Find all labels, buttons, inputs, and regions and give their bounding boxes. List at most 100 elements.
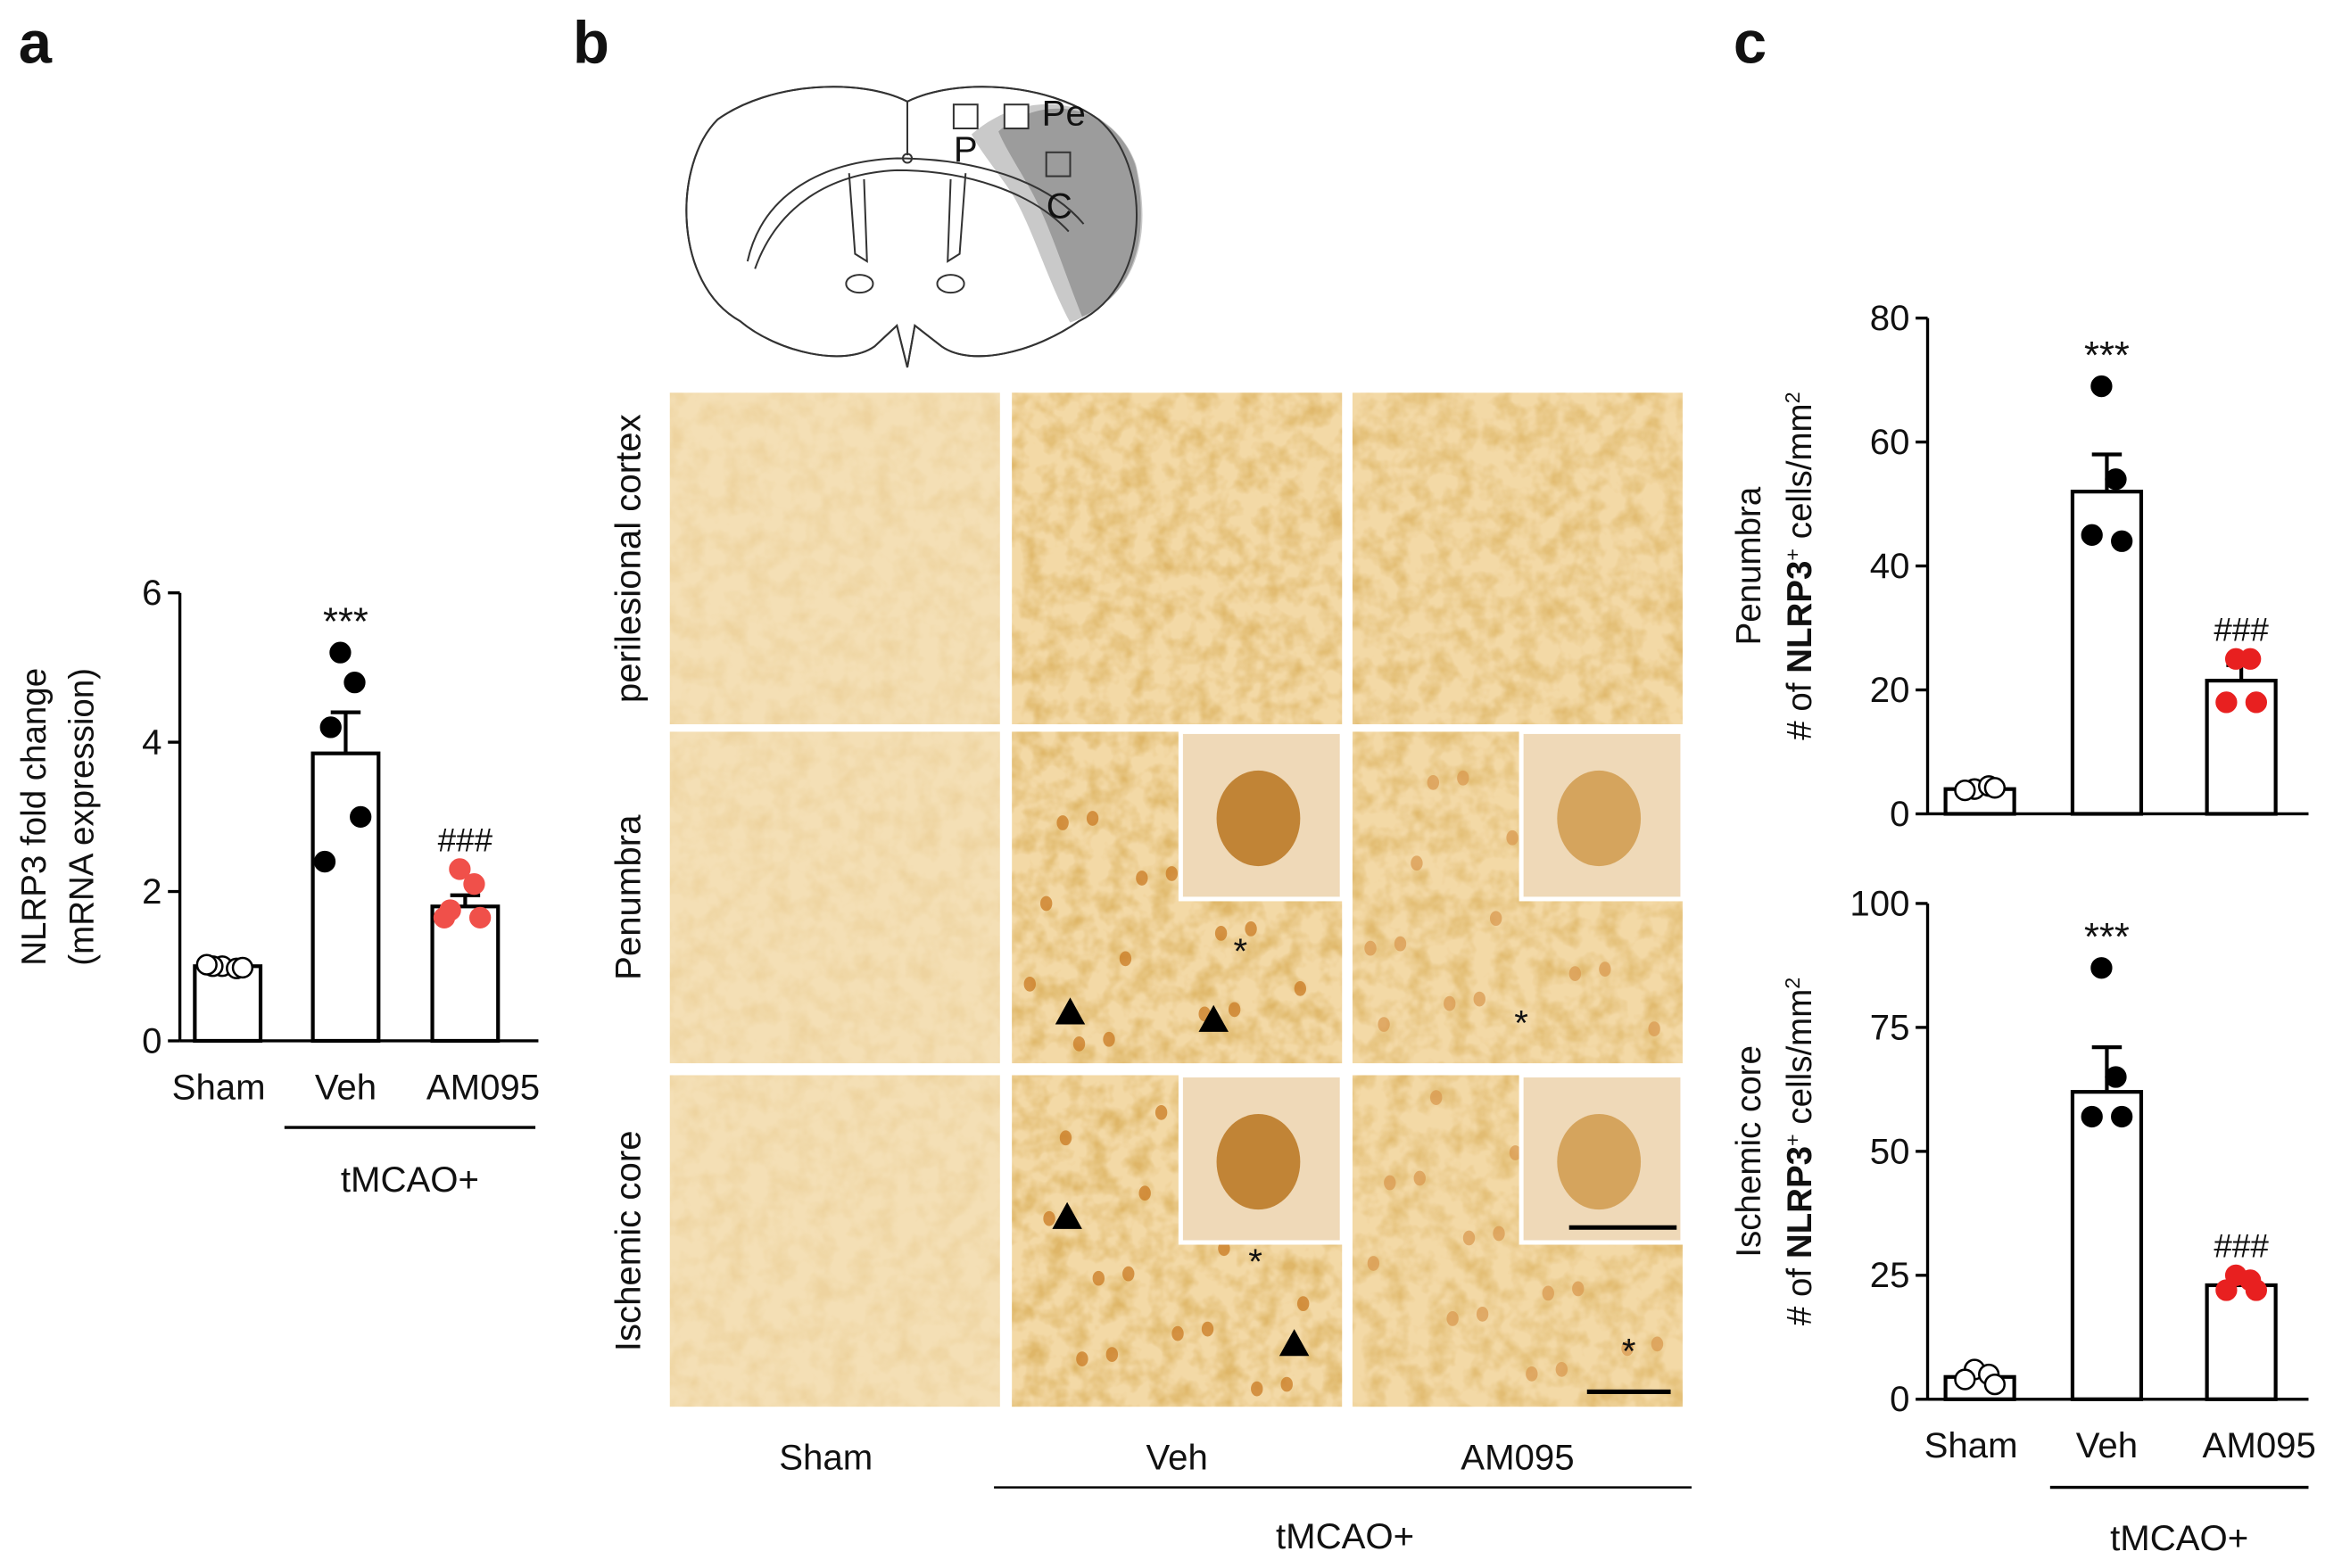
significance: *** (2084, 916, 2130, 959)
bar (2070, 1090, 2144, 1401)
bar (310, 751, 381, 1044)
stained-cell (1154, 1104, 1168, 1120)
stained-cell (1568, 966, 1582, 982)
data-point (2111, 530, 2133, 552)
bar (193, 964, 263, 1044)
micrograph-texture (1012, 392, 1343, 725)
stained-cell (1446, 1311, 1459, 1326)
y-tick-label: 50 (1870, 1131, 1910, 1171)
data-point (2090, 375, 2113, 398)
micrograph-texture (1352, 392, 1683, 725)
y-tick-label: 75 (1870, 1007, 1910, 1047)
y-axis-label-part: cells/mm (1781, 989, 1819, 1135)
stained-cell (1367, 1256, 1380, 1271)
cell-marker: * (1622, 1332, 1636, 1372)
data-point (231, 956, 254, 979)
data-point (2215, 1279, 2238, 1301)
stained-cell (1040, 895, 1053, 912)
stained-cell (1493, 1226, 1505, 1242)
arrowhead (1052, 1201, 1082, 1229)
stained-cell (1165, 866, 1179, 881)
significance: ### (2214, 1228, 2269, 1265)
inset-cell (1216, 1114, 1301, 1210)
y-axis-label-part: 2 (1781, 978, 1804, 989)
region-label: P (954, 129, 978, 169)
y-axis-label-part: + (1781, 549, 1804, 561)
group-label: tMCAO+ (341, 1159, 479, 1200)
stained-cell (1056, 815, 1069, 830)
data-point (2081, 524, 2103, 546)
group-label: tMCAO+ (2110, 1518, 2248, 1558)
stained-cell (1411, 855, 1423, 871)
stained-cell (1473, 991, 1485, 1007)
region-label: C (1047, 186, 1072, 226)
column-label: Veh (1146, 1437, 1208, 1477)
data-point (329, 641, 352, 664)
data-point (2215, 691, 2238, 714)
y-axis-label: # of NLRP3+ cells/mm2 (1781, 978, 1819, 1325)
stained-cell (1119, 951, 1132, 967)
group-label: tMCAO+ (1276, 1516, 1414, 1556)
cell-marker: * (1248, 1242, 1262, 1282)
stained-cell (1076, 1351, 1088, 1366)
y-tick-label: 0 (142, 1020, 161, 1060)
stained-cell (1526, 1366, 1538, 1382)
micrograph-grid: * * * * (669, 392, 1685, 1407)
data-point (319, 716, 342, 739)
y-tick-label: 6 (142, 573, 161, 613)
data-point (2090, 957, 2113, 979)
stained-cell (1171, 1325, 1184, 1341)
row-label: Ischemic core (608, 1130, 648, 1351)
stained-cell (1138, 1185, 1151, 1201)
stained-cell (1621, 1341, 1634, 1357)
stained-cell (1476, 1307, 1489, 1322)
data-point (449, 858, 471, 880)
column-label: AM095 (1461, 1437, 1574, 1477)
arrowhead (1279, 1329, 1310, 1357)
stained-cell (1043, 1210, 1055, 1226)
stained-cell (1092, 1270, 1105, 1286)
stained-cell (1280, 1376, 1293, 1392)
y-tick-label: 0 (1890, 1379, 1909, 1419)
data-point (1983, 1373, 2007, 1396)
stained-cell (1059, 1130, 1072, 1146)
y-axis-label-part: NLRP3 (1781, 561, 1819, 673)
x-tick-label: AM095 (2203, 1425, 2316, 1465)
stained-cell (1542, 1285, 1554, 1301)
y-axis-label-part: 2 (1781, 392, 1804, 403)
panel-label: a (19, 9, 53, 76)
stained-cell (1413, 1170, 1426, 1186)
stained-cell (1086, 811, 1099, 826)
data-point (2081, 1105, 2103, 1128)
x-tick-label: Sham (172, 1067, 266, 1107)
cell-marker: * (1514, 1003, 1528, 1043)
y-axis-label: # of NLRP3+ cells/mm2 (1781, 392, 1819, 739)
data-point (1954, 779, 1976, 802)
y-axis-label-part: cells/mm (1781, 403, 1819, 549)
data-point (2105, 1066, 2127, 1088)
stained-cell (1457, 770, 1469, 786)
inset-cell (1557, 1114, 1642, 1210)
stained-cell (1103, 1031, 1115, 1047)
micrograph-texture (669, 731, 1000, 1064)
stained-cell (1444, 995, 1456, 1011)
stained-cell (1599, 961, 1611, 977)
y-axis-label-part: # of (1781, 673, 1819, 740)
stained-cell (1023, 976, 1036, 992)
micrograph-texture (669, 392, 1000, 725)
stained-cell (1572, 1281, 1585, 1297)
inset-cell (1216, 770, 1301, 867)
y-axis-label-part: # of (1781, 1259, 1819, 1325)
stained-cell (1462, 1230, 1476, 1246)
stained-cell (1294, 981, 1307, 996)
column-label: Sham (779, 1437, 873, 1477)
stained-cell (1364, 940, 1377, 956)
stained-cell (1136, 871, 1148, 886)
y-axis-label-part: NLRP3 (1781, 1146, 1819, 1259)
stained-cell (1378, 1017, 1390, 1032)
bar (2205, 1283, 2278, 1401)
row-label: Penumbra (608, 814, 648, 980)
stained-cell (1394, 936, 1407, 952)
